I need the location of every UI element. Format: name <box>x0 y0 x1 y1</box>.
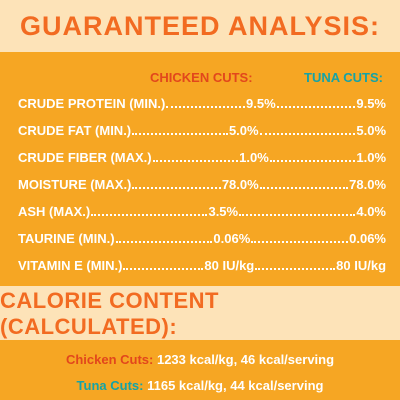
tuna-value: 4.0% <box>356 204 386 219</box>
row-label: MOISTURE (MAX.) <box>18 177 132 192</box>
analysis-row-crude-fat: CRUDE FAT (MIN.) 5.0% 5.0% <box>18 123 386 150</box>
row-label: CRUDE FIBER (MAX.) <box>18 150 152 165</box>
analysis-row-crude-fiber: CRUDE FIBER (MAX.) 1.0% 1.0% <box>18 150 386 177</box>
tuna-value: 9.5% <box>356 96 386 111</box>
tuna-value: 1.0% <box>356 150 387 165</box>
tuna-calorie-line: Tuna Cuts: 1165 kcal/kg, 44 kcal/serving <box>0 378 400 393</box>
chicken-value: 1.0% <box>239 150 269 165</box>
analysis-row-crude-protein: CRUDE PROTEIN (MIN.) 9.5% 9.5% <box>18 96 386 123</box>
chicken-value: 3.5% <box>208 204 239 219</box>
analysis-row-vitamin-e: VITAMIN E (MIN.) 80 IU/kg 80 IU/kg <box>18 258 386 285</box>
analysis-row-moisture: MOISTURE (MAX.) 78.0% 78.0% <box>18 177 386 204</box>
chicken-value: 5.0% <box>228 123 259 138</box>
chicken-calorie-line: Chicken Cuts: 1233 kcal/kg, 46 kcal/serv… <box>0 352 400 367</box>
dot-leader <box>255 258 336 270</box>
dot-leader <box>276 96 356 108</box>
dot-leader <box>251 231 349 243</box>
chicken-calorie-label: Chicken Cuts: <box>65 352 154 367</box>
dot-leader <box>115 231 213 243</box>
chicken-value: 0.06% <box>213 231 251 246</box>
row-label: VITAMIN E (MIN.) <box>18 258 123 273</box>
tuna-value: 80 IU/kg <box>336 258 387 273</box>
chicken-value: 78.0% <box>221 177 259 192</box>
dot-leader <box>259 123 356 135</box>
calorie-panel <box>0 340 400 400</box>
chicken-calorie-value: 1233 kcal/kg, 46 kcal/serving <box>156 352 335 367</box>
calorie-content-title: CALORIE CONTENT (CALCULATED): <box>0 288 219 339</box>
tuna-value: 0.06% <box>349 231 386 246</box>
chicken-cuts-header: CHICKEN CUTS: <box>150 70 253 85</box>
analysis-table: CRUDE PROTEIN (MIN.) 9.5% 9.5% CRUDE FAT… <box>18 96 386 285</box>
row-label: CRUDE PROTEIN (MIN.) <box>18 96 166 111</box>
tuna-calorie-label: Tuna Cuts: <box>76 378 144 393</box>
row-label: CRUDE FAT (MIN.) <box>18 123 132 138</box>
chicken-value: 9.5% <box>246 96 276 111</box>
row-label: TAURINE (MIN.) <box>18 231 115 246</box>
page-title: GUARANTEED ANALYSIS: <box>19 10 381 41</box>
chicken-value: 80 IU/kg <box>204 258 255 273</box>
dot-leader <box>123 258 204 270</box>
analysis-row-ash: ASH (MAX.) 3.5% 4.0% <box>18 204 386 231</box>
dot-leader <box>259 177 349 189</box>
dot-leader <box>269 150 356 162</box>
dot-leader <box>91 204 208 216</box>
dot-leader <box>152 150 239 162</box>
analysis-panel <box>0 52 400 286</box>
dot-leader <box>166 96 246 108</box>
tuna-value: 78.0% <box>349 177 387 192</box>
tuna-calorie-value: 1165 kcal/kg, 44 kcal/serving <box>147 378 324 393</box>
tuna-value: 5.0% <box>356 123 387 138</box>
row-label: ASH (MAX.) <box>18 204 91 219</box>
tuna-cuts-header: TUNA CUTS: <box>304 70 383 85</box>
dot-leader <box>132 123 228 135</box>
dot-leader <box>132 177 221 189</box>
dot-leader <box>239 204 356 216</box>
analysis-row-taurine: TAURINE (MIN.) 0.06% 0.06% <box>18 231 386 258</box>
